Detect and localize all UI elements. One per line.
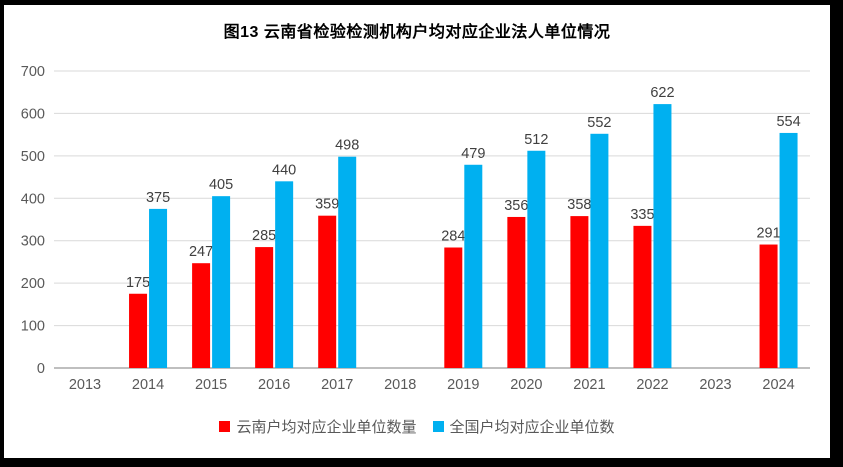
value-label-yunnan-2022: 335	[630, 207, 654, 223]
value-label-yunnan-2024: 291	[756, 226, 780, 242]
value-label-national-2021: 552	[587, 115, 611, 131]
bar-national-2021	[590, 133, 609, 368]
value-label-yunnan-2016: 285	[252, 228, 276, 244]
x-tick-label-2018: 2018	[384, 377, 416, 393]
value-label-yunnan-2014: 175	[126, 275, 150, 291]
legend-label-yunnan: 云南户均对应企业单位数量	[236, 419, 417, 436]
legend-item-national: 全国户均对应企业单位数	[432, 416, 615, 437]
x-tick-label-2020: 2020	[510, 377, 542, 393]
x-tick-label-2022: 2022	[636, 377, 668, 393]
y-tick-label-400: 400	[21, 191, 45, 207]
bar-national-2022	[653, 104, 672, 368]
value-label-national-2014: 375	[146, 190, 170, 206]
value-label-yunnan-2015: 247	[189, 244, 213, 260]
y-tick-label-0: 0	[37, 361, 45, 377]
bar-yunnan-2020	[507, 216, 526, 368]
x-tick-label-2017: 2017	[321, 377, 353, 393]
x-tick-label-2019: 2019	[447, 377, 479, 393]
legend-swatch-yunnan	[219, 421, 231, 432]
bar-national-2017	[338, 156, 357, 368]
x-tick-label-2023: 2023	[699, 377, 731, 393]
value-label-national-2022: 622	[650, 85, 674, 101]
value-label-national-2024: 554	[776, 114, 800, 130]
bar-yunnan-2014	[129, 293, 148, 368]
legend-label-national: 全国户均对应企业单位数	[449, 419, 615, 436]
y-tick-label-300: 300	[21, 234, 45, 250]
value-label-national-2019: 479	[461, 146, 485, 162]
y-tick-label-500: 500	[21, 149, 45, 165]
bar-national-2015	[212, 196, 231, 368]
value-label-national-2020: 512	[524, 132, 548, 148]
bar-national-2024	[779, 132, 798, 368]
bar-national-2019	[464, 164, 483, 368]
x-tick-label-2021: 2021	[573, 377, 605, 393]
legend-swatch-national	[432, 421, 444, 432]
bar-national-2016	[275, 181, 294, 368]
value-label-yunnan-2020: 356	[504, 198, 528, 214]
x-tick-label-2015: 2015	[195, 377, 227, 393]
y-tick-label-100: 100	[21, 319, 45, 335]
bar-yunnan-2017	[318, 215, 337, 368]
x-tick-label-2016: 2016	[258, 377, 290, 393]
value-label-national-2017: 498	[335, 138, 359, 154]
bar-yunnan-2015	[192, 263, 211, 368]
value-label-national-2015: 405	[209, 177, 233, 193]
y-tick-label-600: 600	[21, 106, 45, 122]
legend-item-yunnan: 云南户均对应企业单位数量	[219, 416, 417, 437]
chart-legend: 云南户均对应企业单位数量 全国户均对应企业单位数	[4, 416, 830, 437]
chart-title: 图13 云南省检验检测机构户均对应企业法人单位情况	[223, 24, 611, 41]
bar-national-2014	[149, 208, 168, 368]
value-label-yunnan-2019: 284	[441, 229, 465, 245]
bar-yunnan-2024	[759, 244, 778, 368]
value-label-national-2016: 440	[272, 162, 296, 178]
y-tick-label-700: 700	[21, 64, 45, 80]
x-tick-label-2024: 2024	[762, 377, 794, 393]
value-label-yunnan-2017: 359	[315, 197, 339, 213]
x-tick-label-2014: 2014	[132, 377, 164, 393]
bar-national-2020	[527, 150, 546, 368]
bar-yunnan-2022	[633, 225, 652, 368]
value-label-yunnan-2021: 358	[567, 197, 591, 213]
bar-yunnan-2021	[570, 216, 589, 368]
bar-yunnan-2016	[255, 247, 274, 368]
bar-yunnan-2019	[444, 247, 463, 368]
bar-chart-plot: 0 100 200 300 400 500 600 700 2013 2014 175 375 2015…	[21, 64, 810, 393]
y-tick-label-200: 200	[21, 276, 45, 292]
x-tick-label-2013: 2013	[69, 377, 101, 393]
